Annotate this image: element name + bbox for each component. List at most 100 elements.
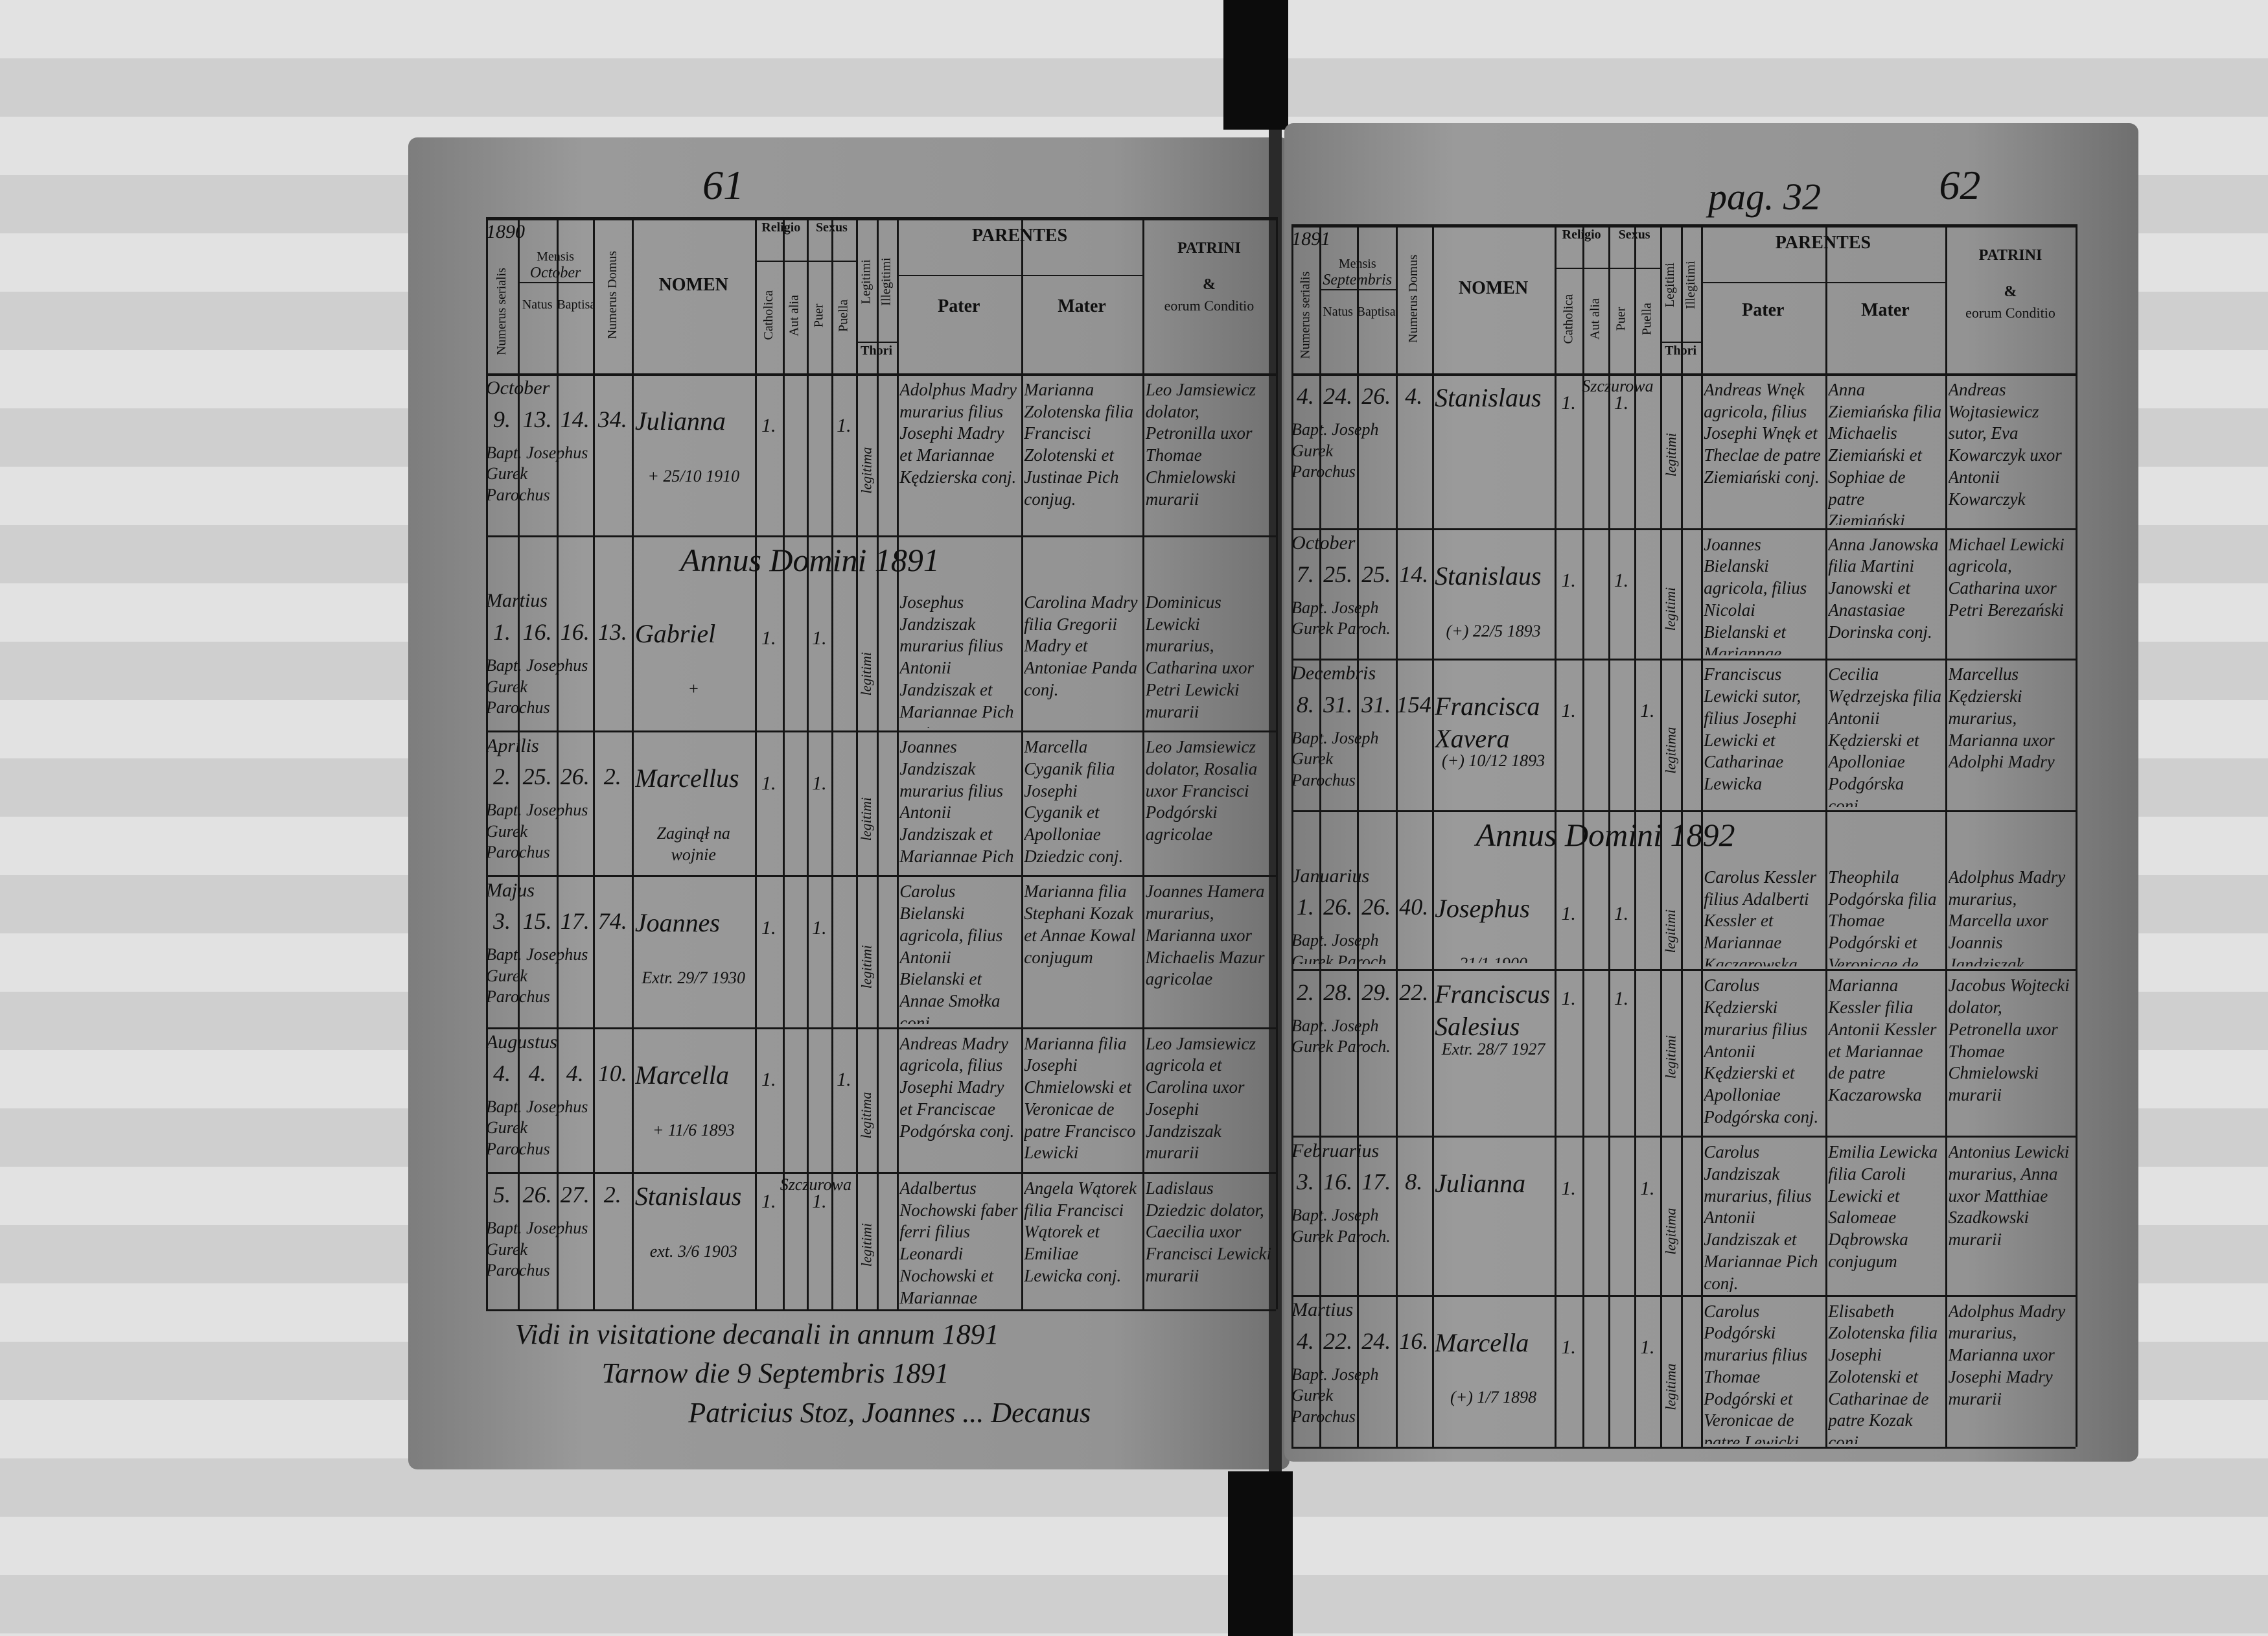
entry-month: October [485, 377, 550, 399]
entry-natus: 26. [522, 1182, 552, 1208]
h-rule [896, 275, 1143, 277]
h-rule [1291, 1447, 2076, 1449]
h-rule [1660, 341, 1701, 343]
header-pater: Pater [938, 296, 980, 317]
entry-pater: Carolus Jandziszak murarius, filius Anto… [1704, 1142, 1818, 1292]
entry-domus: 2. [603, 1182, 621, 1208]
header-mater: Mater [1861, 299, 1910, 320]
entry-legitimacy: legitima [1662, 727, 1679, 774]
entry-num: 1. [1296, 894, 1314, 920]
entry-mater: Anna Janowska filia Martini Janowski et … [1828, 534, 1939, 642]
entry-puella: 1. [1639, 1177, 1655, 1199]
entry-legitimacy: legitima [1662, 1208, 1679, 1255]
header-month: October [529, 264, 581, 282]
header-religio: Religio [1562, 228, 1601, 242]
entry-domus: 16. [1399, 1327, 1429, 1354]
header-pater: Pater [1742, 299, 1785, 320]
v-rule [1395, 224, 1398, 1447]
entry-bapt: 26. [1361, 383, 1391, 410]
entry-bapt: 26. [560, 764, 590, 790]
v-rule [856, 216, 859, 1309]
v-rule [1582, 224, 1584, 1447]
v-rule [1356, 224, 1359, 1447]
entry-month: Januarius [1291, 865, 1370, 887]
entry-puer: 1. [812, 1190, 827, 1212]
entry-mater: Marianna filia Josephi Chmielowski et Ve… [1024, 1033, 1136, 1163]
entry-patrini: Dominicus Lewicki murarius, Catharina ux… [1145, 592, 1254, 721]
v-rule [518, 216, 520, 1309]
entry-domus: 13. [597, 619, 627, 646]
header-numerus-serialis: Numerus serialis [1297, 272, 1312, 360]
v-rule [557, 216, 559, 1309]
entry-legitimacy: legitimi [1662, 1034, 1679, 1079]
entry-month: Februarius [1291, 1139, 1380, 1162]
entry-bapt: 27. [560, 1182, 590, 1208]
entry-patrini: Ladislaus Dziedzic dolator, Caecilia uxo… [1145, 1178, 1271, 1285]
entry-minister: Bapt. Josephus Gurek Parochus [485, 443, 588, 504]
entry-natus: 4. [528, 1060, 546, 1086]
entry-natus: 31. [1323, 691, 1353, 718]
entry-pater: Carolus Kędzierski murarius filius Anton… [1704, 976, 1819, 1127]
header-religio: Religio [761, 220, 801, 235]
entry-note: (+) 10/12 1893 [1441, 751, 1545, 771]
v-rule [1431, 224, 1434, 1447]
entry-village: Szczurowa [1582, 377, 1654, 396]
entry-domus: 22. [1399, 979, 1429, 1005]
v-rule [2075, 224, 2077, 1447]
entry-mater: Elisabeth Zolotenska filia Josephi Zolot… [1828, 1301, 1938, 1444]
header-natus: Natus [1323, 304, 1353, 319]
entry-month: Martius [1291, 1299, 1354, 1321]
header-aut-alia: Aut alia [1588, 298, 1603, 340]
entry-nomen: Josephus [1435, 894, 1530, 924]
entry-minister: Bapt. Joseph Gurek Paroch. [1291, 598, 1391, 638]
v-rule [485, 216, 488, 1309]
entry-legitimacy: legitimi [858, 797, 875, 841]
entry-note: ext. 3/6 1903 [649, 1242, 737, 1261]
entry-minister: Bapt. Joseph Gurek Parochus [1291, 728, 1379, 789]
gutter [1269, 130, 1282, 1471]
entry-num: 4. [1296, 1327, 1314, 1354]
v-rule [1608, 224, 1610, 1447]
entry-note: + 11/6 1893 [652, 1120, 735, 1139]
entry-patrini: Marcellus Kędzierski murarius, Marianna … [1948, 664, 2055, 772]
entry-puer: 1. [812, 627, 827, 649]
h-rule [485, 730, 1276, 733]
entry-num: 7. [1296, 561, 1314, 587]
h-rule [1291, 810, 2076, 812]
entry-bapt: 29. [1361, 979, 1391, 1005]
header-numerus-domus: Numerus Domus [605, 251, 619, 340]
entry-domus: 40. [1399, 894, 1429, 920]
entry-minister: Bapt. Joseph Gurek Parochus [1291, 420, 1379, 482]
entry-minister: Bapt. Josephus Gurek Parochus [485, 656, 588, 718]
entry-pater: Andreas Wnęk agricola, filius Josephi Wn… [1704, 379, 1821, 487]
entry-bapt: 31. [1361, 691, 1391, 718]
v-rule [755, 216, 758, 1309]
entry-num: 3. [1296, 1169, 1314, 1195]
entry-num: 2. [492, 764, 511, 790]
entry-puer: 1. [1614, 391, 1629, 414]
entry-religion: 1. [1561, 902, 1576, 924]
entry-bapt: 14. [560, 406, 590, 432]
entry-patrini: Leo Jamsiewicz dolator, Rosalia uxor Fra… [1145, 737, 1258, 845]
v-rule [1555, 224, 1557, 1447]
entry-legitimacy: legitima [858, 447, 875, 494]
header-thori: Thori [861, 343, 893, 358]
v-rule [593, 216, 596, 1309]
entry-minister: Bapt. Josephus Gurek Parochus [485, 1219, 588, 1280]
entry-minister: Bapt. Josephus Gurek Parochus [485, 800, 588, 862]
entry-note: (+) 1/7 1898 [1450, 1388, 1537, 1407]
header-puella: Puella [836, 299, 851, 332]
h-rule [1291, 969, 2076, 972]
entry-natus: 16. [522, 619, 552, 646]
entry-natus: 16. [1323, 1169, 1353, 1195]
v-rule [632, 216, 634, 1309]
entry-legitimacy: legitimi [1662, 587, 1679, 631]
entry-domus: 154 [1396, 691, 1431, 718]
header-catholica: Catholica [1561, 294, 1576, 344]
header-mensis: Mensis [537, 249, 574, 264]
entry-nomen: Marcella [634, 1060, 729, 1090]
entry-legitimacy: legitima [1662, 1363, 1679, 1410]
v-rule [807, 216, 809, 1309]
entry-legitimacy: legitimi [1662, 433, 1679, 477]
entry-minister: Bapt. Josephus Gurek Parochus [485, 1097, 588, 1158]
